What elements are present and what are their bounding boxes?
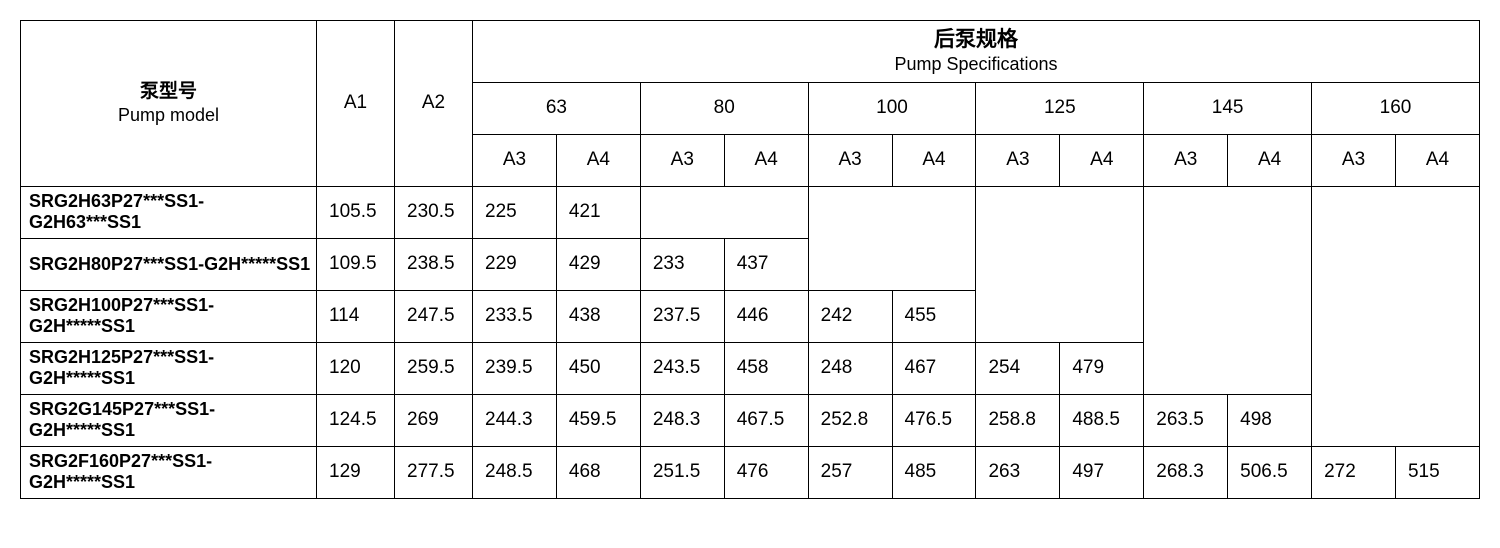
header-size-63: 63 — [473, 82, 641, 134]
a2-cell: 238.5 — [395, 238, 473, 290]
value-cell: 233 — [640, 238, 724, 290]
header-spec: 后泵规格 Pump Specifications — [473, 21, 1480, 83]
a1-cell: 105.5 — [317, 186, 395, 238]
value-cell: 243.5 — [640, 342, 724, 394]
table-row: SRG2F160P27***SS1-G2H*****SS1 129 277.5 … — [21, 446, 1480, 498]
value-cell: 258.8 — [976, 394, 1060, 446]
header-size-100: 100 — [808, 82, 976, 134]
value-cell: 237.5 — [640, 290, 724, 342]
value-cell: 446 — [724, 290, 808, 342]
header-sub-a3-2: A3 — [808, 134, 892, 186]
a2-cell: 247.5 — [395, 290, 473, 342]
a1-cell: 129 — [317, 446, 395, 498]
empty-block — [1144, 186, 1312, 394]
value-cell: 251.5 — [640, 446, 724, 498]
value-cell: 248.3 — [640, 394, 724, 446]
header-size-80: 80 — [640, 82, 808, 134]
value-cell: 252.8 — [808, 394, 892, 446]
header-sub-a4-2: A4 — [892, 134, 976, 186]
value-cell: 450 — [556, 342, 640, 394]
value-cell: 485 — [892, 446, 976, 498]
header-spec-cn: 后泵规格 — [934, 27, 1018, 53]
value-cell: 263 — [976, 446, 1060, 498]
a2-cell: 230.5 — [395, 186, 473, 238]
value-cell: 476.5 — [892, 394, 976, 446]
header-pump-model-cn: 泵型号 — [140, 80, 197, 104]
value-cell: 248.5 — [473, 446, 557, 498]
header-sub-a4-0: A4 — [556, 134, 640, 186]
header-sub-a4-1: A4 — [724, 134, 808, 186]
empty-block — [808, 186, 976, 290]
value-cell: 248 — [808, 342, 892, 394]
model-cell: SRG2G145P27***SS1-G2H*****SS1 — [21, 394, 317, 446]
value-cell: 438 — [556, 290, 640, 342]
empty-block — [640, 186, 808, 238]
value-cell: 242 — [808, 290, 892, 342]
header-sub-a4-5: A4 — [1395, 134, 1479, 186]
value-cell: 455 — [892, 290, 976, 342]
value-cell: 268.3 — [1144, 446, 1228, 498]
value-cell: 467 — [892, 342, 976, 394]
a2-cell: 259.5 — [395, 342, 473, 394]
value-cell: 421 — [556, 186, 640, 238]
value-cell: 488.5 — [1060, 394, 1144, 446]
a1-cell: 114 — [317, 290, 395, 342]
model-cell: SRG2H63P27***SS1-G2H63***SS1 — [21, 186, 317, 238]
header-pump-model: 泵型号 Pump model — [21, 21, 317, 187]
pump-spec-table: 泵型号 Pump model A1 A2 后泵规格 Pump Specifica… — [20, 20, 1480, 499]
value-cell: 459.5 — [556, 394, 640, 446]
a2-cell: 269 — [395, 394, 473, 446]
header-size-160: 160 — [1312, 82, 1480, 134]
header-spec-en: Pump Specifications — [894, 53, 1057, 76]
value-cell: 272 — [1312, 446, 1396, 498]
empty-block — [976, 186, 1144, 342]
value-cell: 515 — [1395, 446, 1479, 498]
a1-cell: 109.5 — [317, 238, 395, 290]
header-sub-a4-3: A4 — [1060, 134, 1144, 186]
table-row: SRG2H63P27***SS1-G2H63***SS1 105.5 230.5… — [21, 186, 1480, 238]
a2-cell: 277.5 — [395, 446, 473, 498]
header-sub-a3-0: A3 — [473, 134, 557, 186]
value-cell: 244.3 — [473, 394, 557, 446]
header-size-125: 125 — [976, 82, 1144, 134]
value-cell: 229 — [473, 238, 557, 290]
header-size-145: 145 — [1144, 82, 1312, 134]
empty-block — [1312, 186, 1480, 446]
table-row: SRG2G145P27***SS1-G2H*****SS1 124.5 269 … — [21, 394, 1480, 446]
value-cell: 468 — [556, 446, 640, 498]
header-a1: A1 — [317, 21, 395, 187]
value-cell: 479 — [1060, 342, 1144, 394]
a1-cell: 120 — [317, 342, 395, 394]
value-cell: 498 — [1228, 394, 1312, 446]
model-cell: SRG2H80P27***SS1-G2H*****SS1 — [21, 238, 317, 290]
value-cell: 437 — [724, 238, 808, 290]
table-body: SRG2H63P27***SS1-G2H63***SS1 105.5 230.5… — [21, 186, 1480, 498]
model-cell: SRG2H125P27***SS1-G2H*****SS1 — [21, 342, 317, 394]
model-cell: SRG2H100P27***SS1-G2H*****SS1 — [21, 290, 317, 342]
header-sub-a3-1: A3 — [640, 134, 724, 186]
header-sub-a3-5: A3 — [1312, 134, 1396, 186]
header-pump-model-en: Pump model — [118, 104, 219, 127]
value-cell: 257 — [808, 446, 892, 498]
value-cell: 458 — [724, 342, 808, 394]
value-cell: 497 — [1060, 446, 1144, 498]
value-cell: 225 — [473, 186, 557, 238]
model-cell: SRG2F160P27***SS1-G2H*****SS1 — [21, 446, 317, 498]
value-cell: 254 — [976, 342, 1060, 394]
value-cell: 467.5 — [724, 394, 808, 446]
value-cell: 476 — [724, 446, 808, 498]
value-cell: 429 — [556, 238, 640, 290]
value-cell: 263.5 — [1144, 394, 1228, 446]
header-sub-a3-3: A3 — [976, 134, 1060, 186]
value-cell: 239.5 — [473, 342, 557, 394]
a1-cell: 124.5 — [317, 394, 395, 446]
header-sub-a3-4: A3 — [1144, 134, 1228, 186]
value-cell: 233.5 — [473, 290, 557, 342]
value-cell: 506.5 — [1228, 446, 1312, 498]
header-sub-a4-4: A4 — [1228, 134, 1312, 186]
header-a2: A2 — [395, 21, 473, 187]
